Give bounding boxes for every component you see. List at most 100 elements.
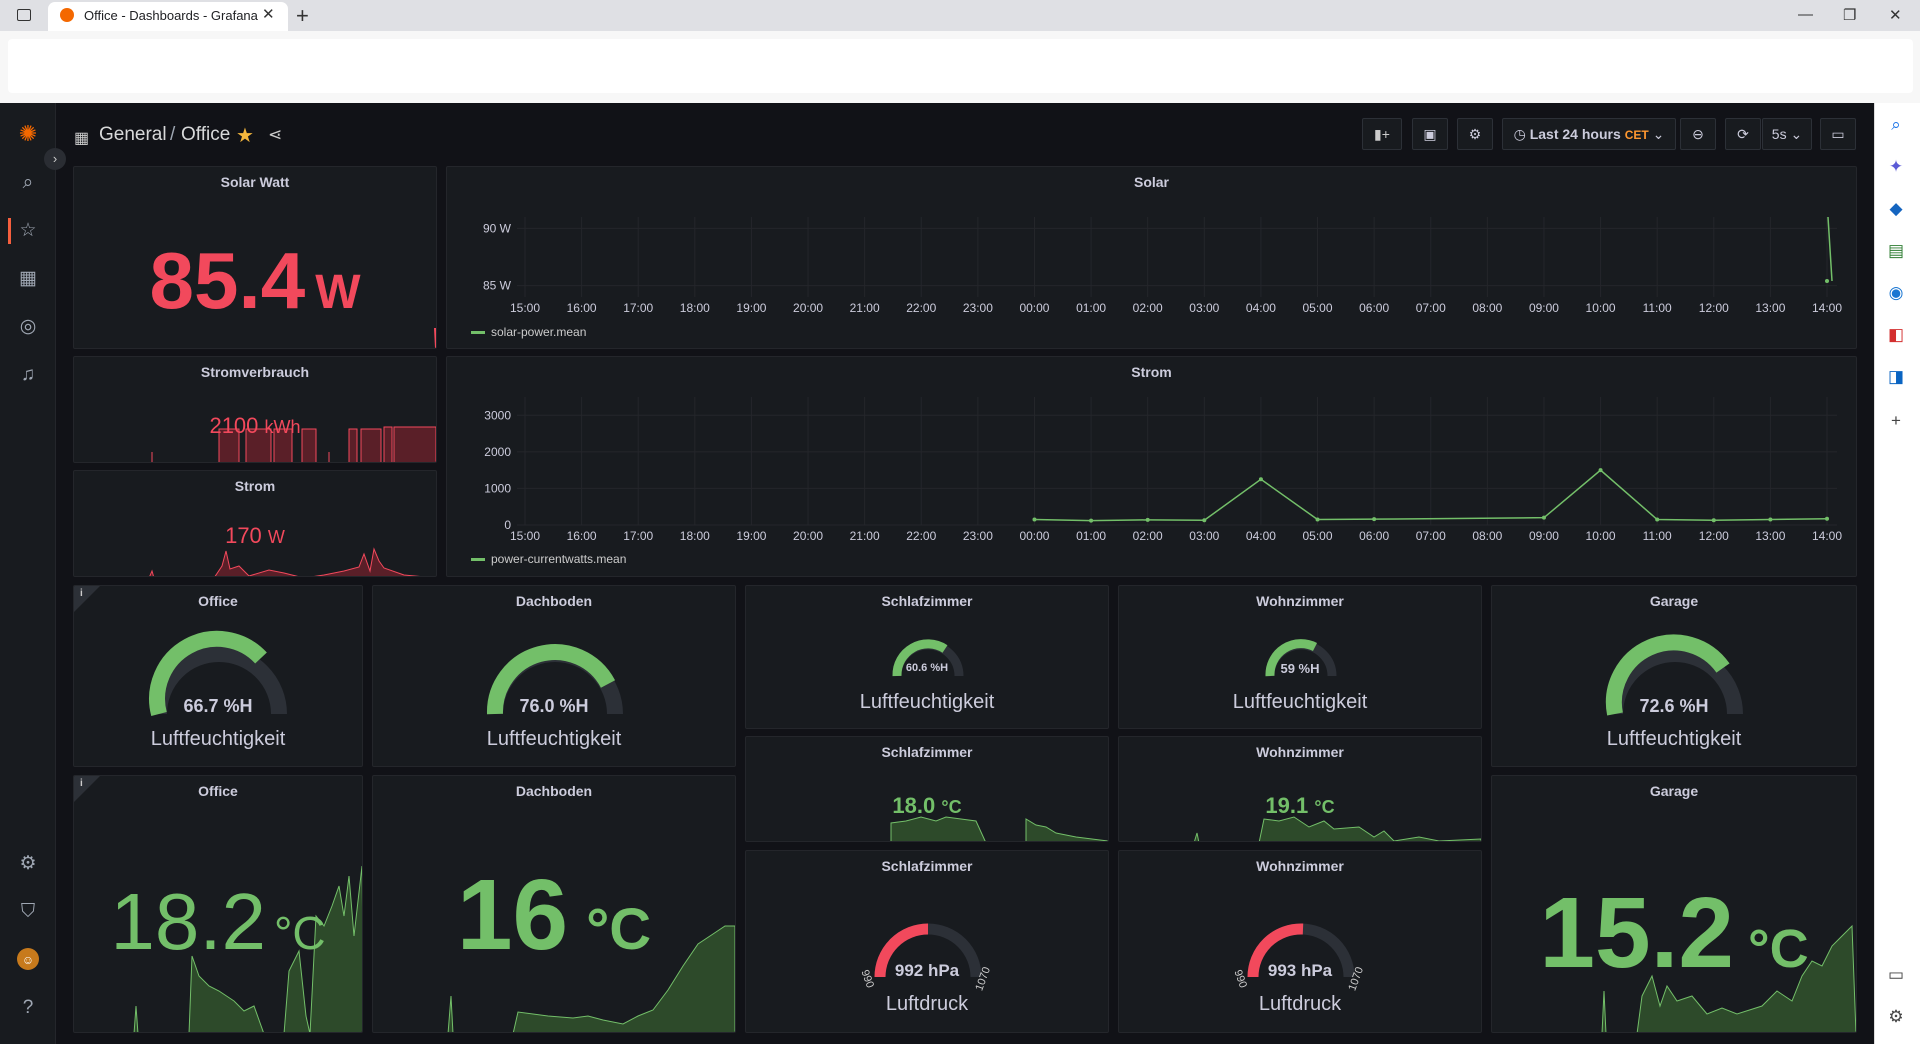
panel-stromverbrauch[interactable]: Stromverbrauch 2100 kWh — [73, 356, 437, 463]
data-point — [1145, 517, 1150, 522]
zoom-out-button[interactable]: ⊖ — [1680, 118, 1716, 150]
panel-wohnzimmer-pressure[interactable]: Wohnzimmer 990 1070 993 hPa Luftdruck — [1118, 850, 1482, 1033]
tab-close-icon[interactable]: ✕ — [262, 6, 275, 23]
panel-info-corner — [74, 586, 100, 612]
panel-schlafzimmer-pressure[interactable]: Schlafzimmer 990 1070 992 hPa Luftdruck — [745, 850, 1109, 1033]
x-tick-label: 06:00 — [1359, 301, 1389, 315]
alert-bell-icon[interactable]: ♫ — [20, 364, 36, 385]
data-point — [1598, 468, 1603, 473]
chevron-right-icon[interactable]: › — [44, 148, 66, 170]
data-point — [1032, 517, 1037, 522]
dashboards-grid-icon: ▦ — [74, 130, 90, 147]
panel-dachboden-humidity[interactable]: Dachboden 76.0 %H Luftfeuchtigkeit — [372, 585, 736, 767]
legend-item[interactable]: solar-power.mean — [471, 325, 586, 339]
timezone-label: CET — [1624, 128, 1649, 142]
favorite-star-icon[interactable]: ★ — [236, 125, 254, 147]
help-icon[interactable]: ? — [22, 997, 34, 1018]
stat-value: 15.2 °C — [1492, 876, 1856, 991]
gauge-value: 59 %H — [1280, 661, 1320, 676]
panel-office-humidity[interactable]: i Office 66.7 %H Luftfeuchtigkeit — [73, 585, 363, 767]
x-tick-label: 12:00 — [1699, 529, 1729, 543]
breadcrumb-office[interactable]: Office — [181, 124, 231, 145]
panel-title: Strom — [234, 478, 276, 494]
window-close-button[interactable]: ✕ — [1889, 7, 1902, 24]
x-tick-label: 01:00 — [1076, 301, 1106, 315]
grafana-logo-icon[interactable]: ✺ — [18, 121, 38, 146]
browser-side-panel — [1874, 103, 1920, 1044]
panel-garage-temp[interactable]: Garage 15.2 °C — [1491, 775, 1857, 1033]
dashboard-settings-button[interactable]: ⚙ — [1457, 118, 1493, 150]
x-tick-label: 18:00 — [680, 529, 710, 543]
tag-icon[interactable]: ◆ — [1889, 199, 1903, 218]
stat-unit: W — [315, 266, 361, 319]
y-tick-label: 1000 — [484, 481, 511, 495]
data-point — [1089, 518, 1094, 523]
x-tick-label: 17:00 — [623, 529, 653, 543]
time-range-label: Last 24 hours — [1529, 126, 1621, 142]
settings-icon[interactable]: ⚙ — [1888, 1007, 1904, 1026]
x-tick-label: 16:00 — [567, 301, 597, 315]
minimize-button[interactable]: — — [1798, 6, 1813, 23]
avatar[interactable]: ☺ — [17, 948, 39, 970]
explore-icon[interactable]: ◎ — [19, 316, 37, 337]
time-range-picker[interactable]: ◷ Last 24 hours CET ⌄ — [1502, 118, 1676, 150]
panel-title: Wohnzimmer — [1256, 744, 1344, 760]
panel-layout-icon[interactable]: ▭ — [1887, 965, 1905, 984]
legend-item[interactable]: power-currentwatts.mean — [471, 552, 626, 566]
browser-tab[interactable] — [48, 2, 288, 31]
panel-dachboden-temp[interactable]: Dachboden 16 °C — [372, 775, 736, 1033]
x-tick-label: 22:00 — [906, 529, 936, 543]
data-point — [1825, 279, 1829, 283]
panel-schlafzimmer-humidity[interactable]: Schlafzimmer 60.6 %H Luftfeuchtigkeit — [745, 585, 1109, 729]
x-tick-label: 23:00 — [963, 301, 993, 315]
panel-strom-stat[interactable]: Strom 170 W — [73, 470, 437, 577]
panel-wohnzimmer-humidity[interactable]: Wohnzimmer 59 %H Luftfeuchtigkeit — [1118, 585, 1482, 729]
stat-unit: °C — [1748, 919, 1809, 979]
office-icon[interactable]: ◧ — [1887, 325, 1905, 344]
search-icon[interactable]: ⌕ — [1891, 115, 1901, 134]
refresh-interval-picker[interactable]: 5s ⌄ — [1762, 118, 1812, 150]
share-icon[interactable]: ⋖ — [268, 125, 283, 144]
stat-unit: °C — [274, 907, 326, 959]
panel-wohnzimmer-temp[interactable]: Wohnzimmer 19.1 °C — [1118, 736, 1482, 842]
panel-solar-watt[interactable]: Solar Watt 85.4 W — [73, 166, 437, 349]
new-tab-button[interactable]: + — [296, 3, 309, 28]
games-icon[interactable]: ◉ — [1888, 283, 1904, 302]
outlook-icon[interactable]: ◨ — [1887, 367, 1905, 386]
panel-garage-humidity[interactable]: Garage 72.6 %H Luftfeuchtigkeit — [1491, 585, 1857, 767]
panel-title: Wohnzimmer — [1256, 593, 1344, 609]
copilot-icon[interactable]: ✦ — [1888, 157, 1904, 176]
x-tick-label: 03:00 — [1189, 301, 1219, 315]
breadcrumb-general[interactable]: General — [99, 124, 167, 145]
info-icon[interactable]: i — [80, 588, 83, 599]
stat-number: 2100 — [209, 413, 259, 438]
tab-title: Office - Dashboards - Grafana — [84, 8, 258, 23]
panel-strom-graph[interactable]: Strom 15:00 16:00 17:00 18:00 19:00 20:00 21:0… — [446, 356, 1857, 577]
panel-schlafzimmer-temp[interactable]: Schlafzimmer 18.0 °C — [745, 736, 1109, 842]
x-tick-label: 18:00 — [680, 301, 710, 315]
refresh-button[interactable]: ⟳ — [1725, 118, 1761, 150]
address-field[interactable] — [8, 39, 1913, 93]
stat-unit: kWh — [264, 417, 301, 437]
toolbox-icon[interactable]: ▤ — [1887, 241, 1905, 260]
x-tick-label: 02:00 — [1133, 301, 1163, 315]
dashboards-icon[interactable]: ▦ — [19, 268, 37, 289]
stat-unit: °C — [586, 897, 652, 962]
settings-icon[interactable]: ⚙ — [19, 853, 37, 874]
gauge-value: 76.0 %H — [519, 696, 589, 716]
panel-office-temp[interactable]: i Office 18.2 °C — [73, 775, 363, 1033]
x-tick-label: 08:00 — [1472, 529, 1502, 543]
add-icon[interactable]: + — [1891, 411, 1901, 430]
restore-button[interactable]: ❐ — [1843, 7, 1857, 24]
search-icon[interactable]: ⌕ — [22, 172, 34, 193]
browser-sidebar-icon[interactable] — [17, 9, 31, 21]
info-icon[interactable]: i — [80, 778, 83, 789]
panel-solar-graph[interactable]: Solar 15:00 16:00 17:00 18:00 19:00 20:00 21:0… — [446, 166, 1857, 349]
star-icon[interactable]: ☆ — [19, 220, 37, 241]
save-dashboard-button[interactable]: ▣ — [1412, 118, 1448, 150]
x-tick-label: 19:00 — [736, 529, 766, 543]
shield-icon[interactable]: ⛉ — [20, 901, 36, 922]
add-panel-button[interactable]: ▮+ — [1362, 118, 1402, 150]
panel-title: Stromverbrauch — [200, 364, 310, 380]
tv-mode-button[interactable]: ▭ — [1820, 118, 1856, 150]
